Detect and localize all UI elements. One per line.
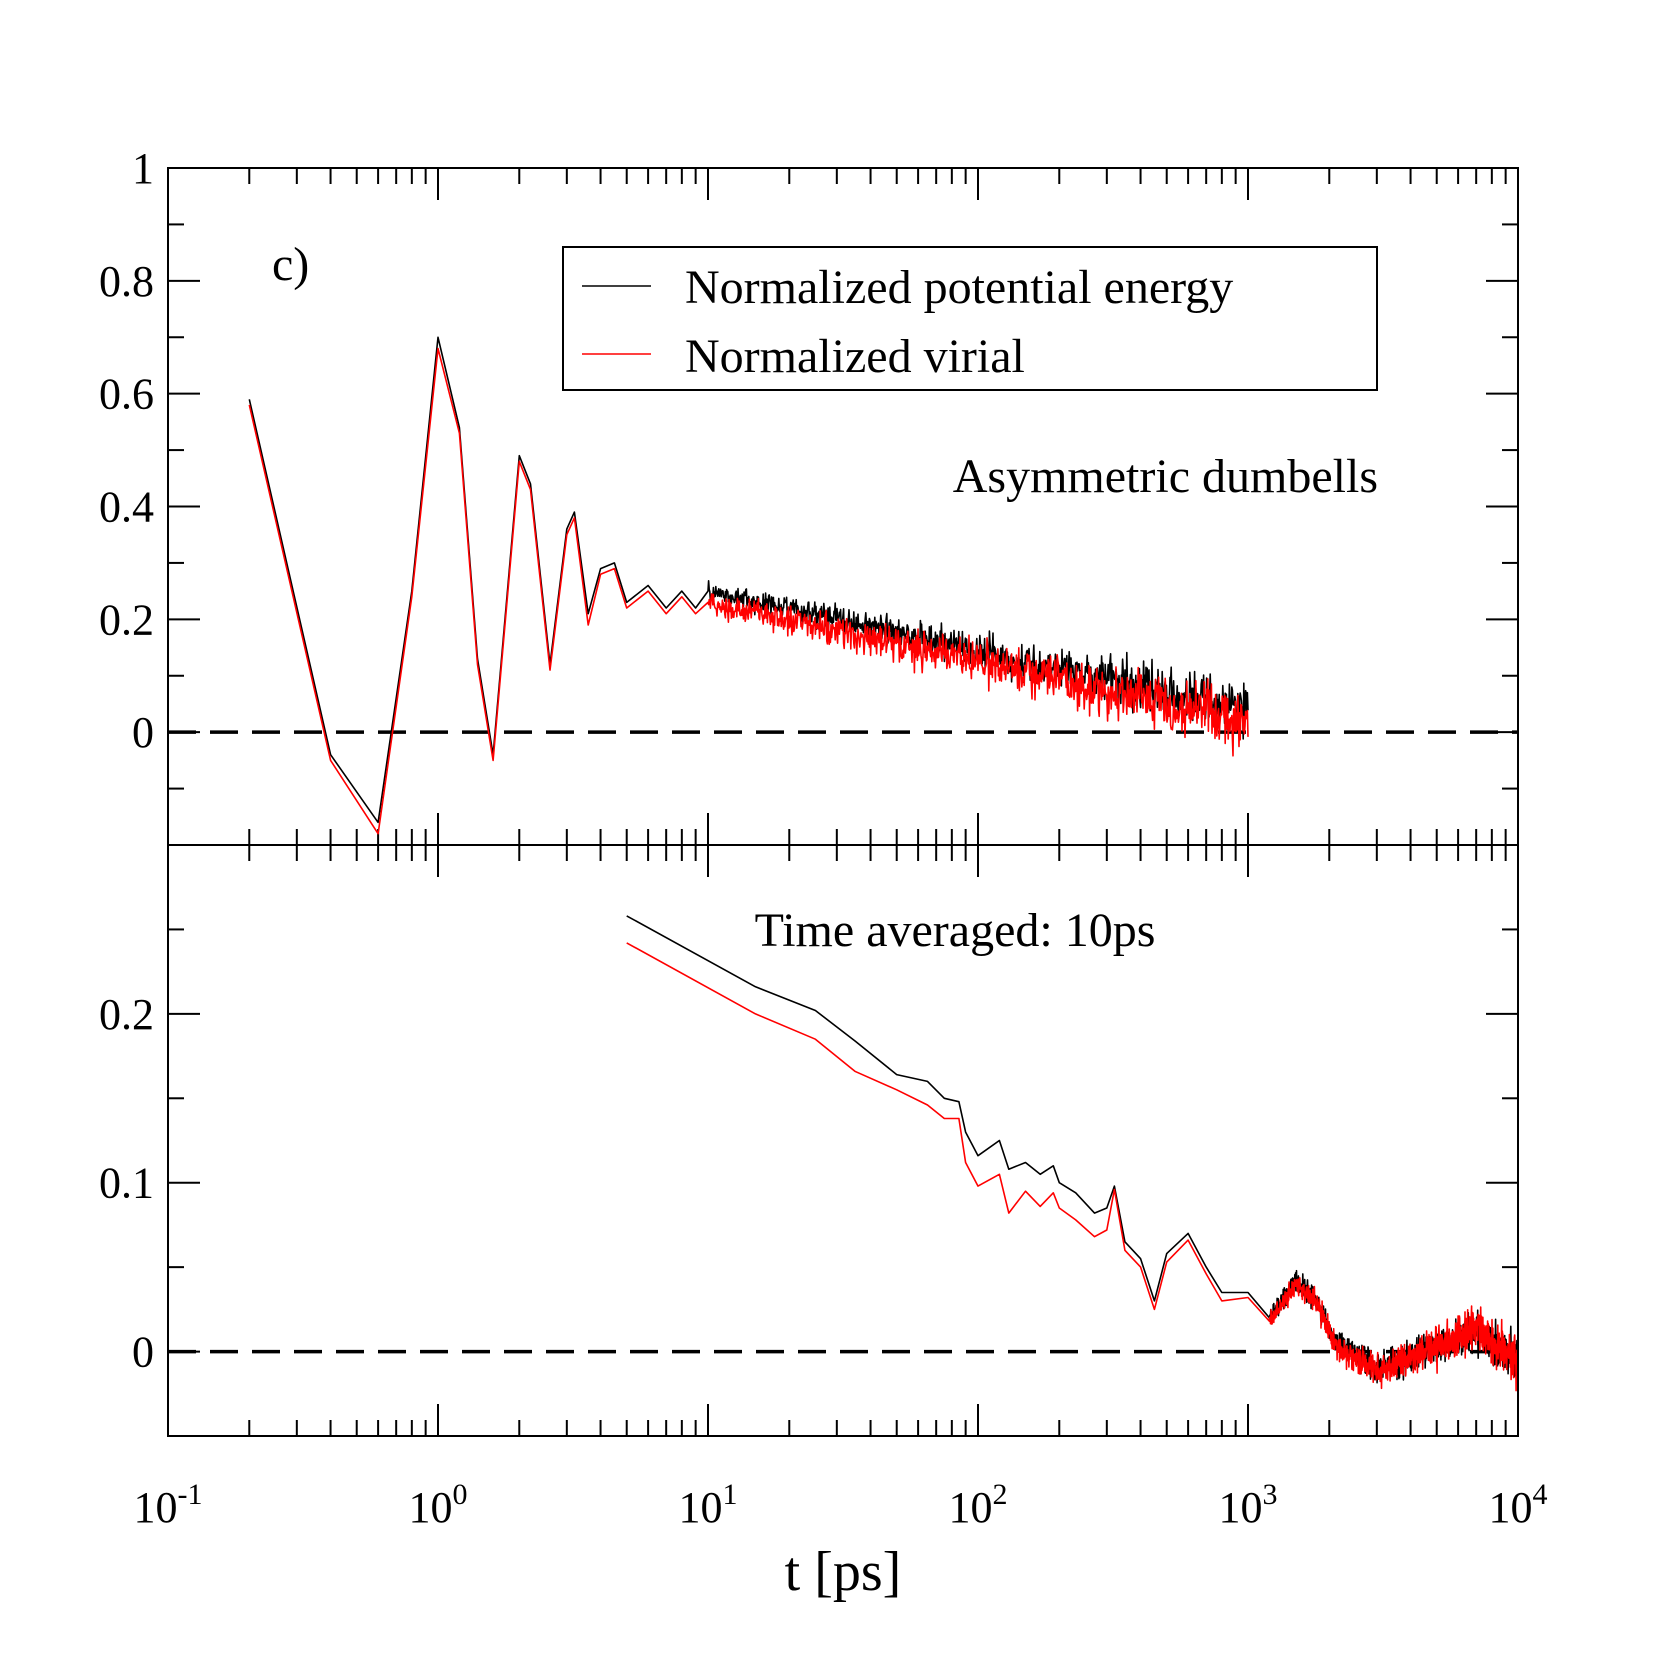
bottom-panel: 0 0.1 0.2 10-1 100 101 102 103 104 Time average… bbox=[99, 844, 1548, 1603]
top-series-group bbox=[248, 336, 1249, 835]
bottom-y-tick-label: 0 bbox=[132, 1328, 154, 1377]
x-tick-label: 10-1 bbox=[134, 1478, 203, 1532]
top-y-tick-label: 0 bbox=[132, 708, 154, 757]
legend-box bbox=[562, 246, 1378, 391]
x-tick-label: 102 bbox=[949, 1478, 1008, 1532]
top-series-virial bbox=[248, 347, 1249, 835]
bottom-y-tick-labels: 0 0.1 0.2 bbox=[99, 990, 154, 1377]
x-tick-label: 100 bbox=[409, 1478, 468, 1532]
bottom-plot-frame bbox=[167, 844, 1519, 1437]
x-tick-label: 103 bbox=[1219, 1478, 1278, 1532]
top-annotation: Asymmetric dumbells bbox=[953, 450, 1378, 503]
x-tick-label: 101 bbox=[679, 1478, 738, 1532]
x-axis-title: t [ps] bbox=[785, 1541, 902, 1603]
top-y-tick-label: 0.8 bbox=[99, 257, 154, 306]
top-y-tick-label: 0.4 bbox=[99, 483, 154, 532]
x-tick-label: 104 bbox=[1489, 1478, 1548, 1532]
panel-label: c) bbox=[272, 238, 309, 291]
bottom-series-virial bbox=[626, 942, 1519, 1392]
top-panel: 0 0.2 0.4 0.6 0.8 1 c) Asymmetric dumbells No… bbox=[99, 144, 1519, 877]
legend-label-potential-energy: Normalized potential energy bbox=[685, 261, 1233, 314]
bottom-y-tick-label: 0.1 bbox=[99, 1159, 154, 1208]
legend: Normalized potential energy Normalized v… bbox=[562, 246, 1378, 391]
legend-label-virial: Normalized virial bbox=[685, 330, 1025, 383]
x-tick-labels: 10-1 100 101 102 103 104 bbox=[134, 1478, 1548, 1532]
bottom-annotation: Time averaged: 10ps bbox=[755, 904, 1156, 957]
bottom-series-group bbox=[626, 915, 1519, 1392]
top-y-tick-label: 1 bbox=[132, 144, 154, 193]
top-y-tick-label: 0.6 bbox=[99, 370, 154, 419]
top-y-tick-label: 0.2 bbox=[99, 595, 154, 644]
top-y-tick-labels: 0 0.2 0.4 0.6 0.8 1 bbox=[99, 144, 154, 757]
bottom-y-tick-label: 0.2 bbox=[99, 990, 154, 1039]
